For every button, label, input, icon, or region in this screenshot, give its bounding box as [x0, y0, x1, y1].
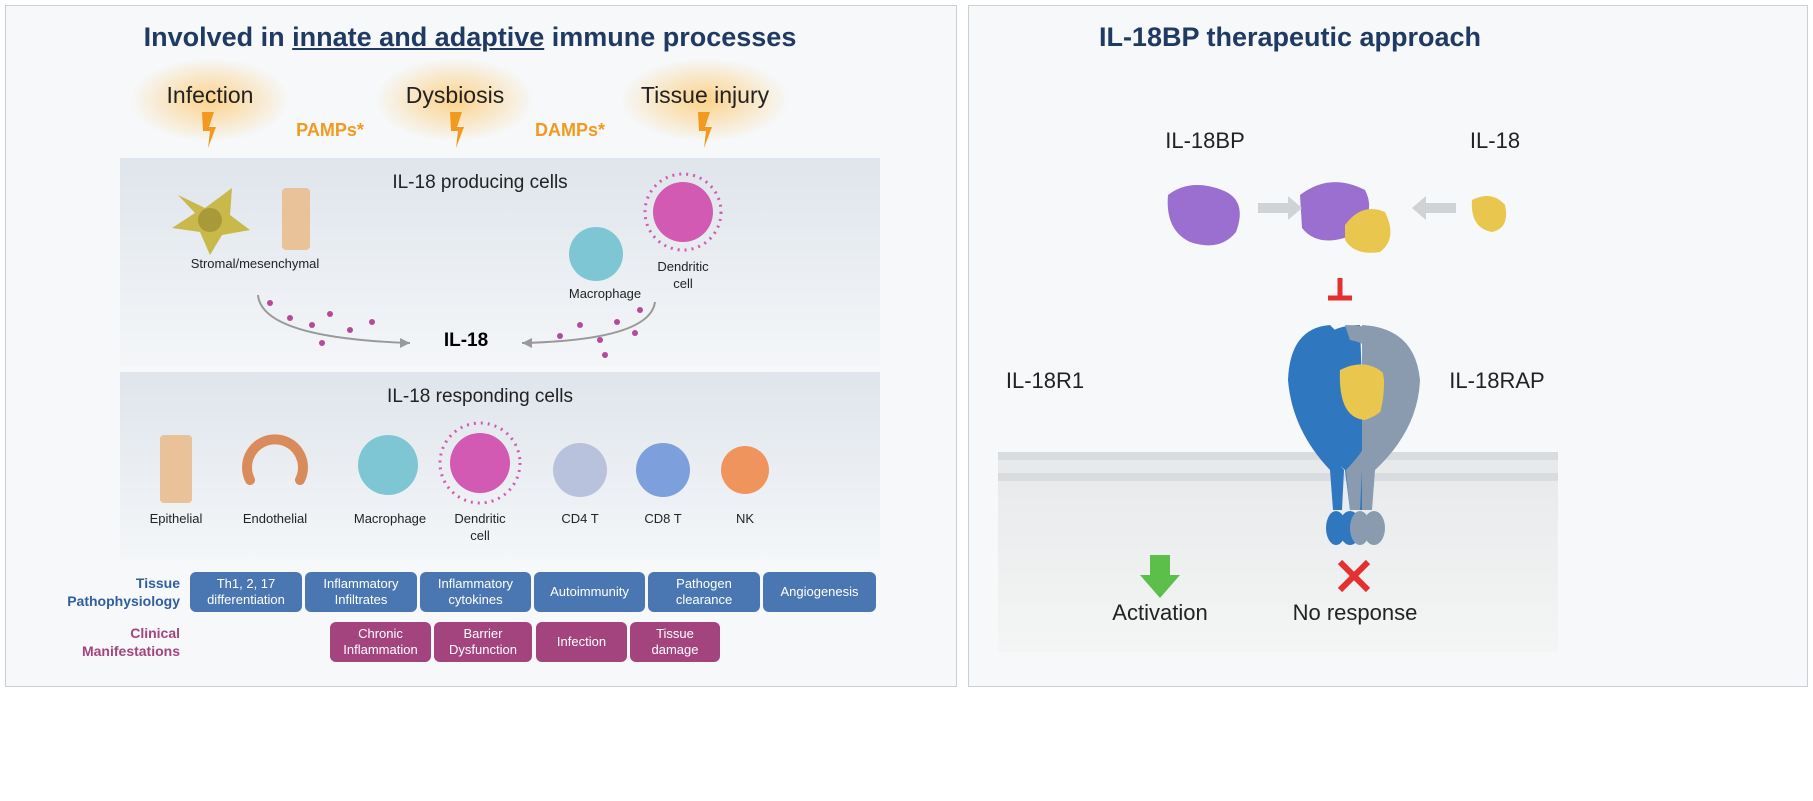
tissue-box: Th1, 2, 17 differentiation — [190, 572, 302, 612]
clinical-box: Barrier Dysfunction — [434, 622, 532, 662]
trigger-dysbiosis: Dysbiosis — [405, 82, 505, 108]
tissue-injury-glow — [620, 58, 790, 142]
cell-label: Dendritic cell — [454, 511, 506, 543]
stromal-label: Stromal/mesenchymal — [190, 256, 320, 271]
dysbiosis-glow — [375, 58, 535, 142]
left-title: Involved in innate and adaptive immune p… — [143, 22, 797, 52]
trigger-tissue-injury: Tissue injury — [640, 82, 770, 108]
dendritic-cell — [450, 433, 510, 493]
no-response-x-icon — [1337, 559, 1371, 593]
il18r1-label: IL-18R1 — [1005, 368, 1085, 393]
cell-label: CD8 T — [644, 511, 682, 526]
clinical-box: Tissue damage — [630, 622, 720, 662]
secretion-arrow-right — [521, 301, 656, 344]
lightning-icon — [698, 112, 712, 148]
membrane-region — [998, 452, 1558, 652]
producing-heading: IL-18 producing cells — [392, 172, 568, 193]
trigger-infection: Infection — [166, 82, 254, 108]
il18rap-label: IL-18RAP — [1449, 368, 1545, 393]
inhibit-icon — [1328, 278, 1352, 301]
tissue-box: Pathogen clearance — [648, 572, 760, 612]
cell-label: NK — [735, 511, 755, 526]
no-response-label: No response — [1292, 600, 1418, 625]
clinical-box: Chronic Inflammation — [330, 622, 431, 662]
producing-band — [120, 158, 880, 366]
cell-label: Macrophage — [353, 511, 427, 526]
membrane-inner — [998, 473, 1558, 481]
epithelial-cell — [282, 188, 310, 250]
cd8-t-cell — [636, 443, 690, 497]
cell-label: CD4 T — [561, 511, 599, 526]
cell-label: Epithelial — [149, 511, 203, 526]
epithelial-cell — [160, 435, 192, 503]
il18bp-protein — [1167, 185, 1240, 246]
complex-il18 — [1345, 208, 1391, 253]
il18-label: IL-18 — [1469, 128, 1521, 153]
secretion-arrow-left — [257, 294, 411, 344]
macrophage-cell — [569, 227, 623, 281]
pamps-label: PAMPs* — [296, 120, 364, 140]
activation-arrow-icon — [1140, 555, 1180, 598]
dendritic-cell — [653, 182, 713, 242]
il18rap-unbound — [1345, 325, 1408, 510]
macrophage-label: Macrophage — [568, 286, 642, 301]
il18bp-label: IL-18BP — [1165, 128, 1245, 153]
tissue-box: Autoimmunity — [534, 572, 645, 612]
dendritic-label: Dendritic cell — [657, 259, 709, 291]
activation-label: Activation — [1112, 600, 1208, 625]
gray-arrow-icon — [1412, 196, 1456, 220]
il18-protein — [1471, 196, 1507, 232]
lightning-icon — [202, 112, 216, 148]
macrophage-cell — [358, 435, 418, 495]
nk-cell — [721, 446, 769, 494]
cd4-t-cell — [553, 443, 607, 497]
clinical-box: Infection — [536, 622, 627, 662]
tissue-box: Angiogenesis — [763, 572, 876, 612]
tissue-pathophysiology-label: Tissue Pathophysiology — [67, 575, 180, 609]
bound-il18 — [1339, 364, 1391, 420]
il18-label: IL-18 — [443, 330, 489, 351]
damps-label: DAMPs* — [534, 120, 606, 140]
il18r1-unbound — [1288, 325, 1345, 510]
tissue-box: Inflammatory Infiltrates — [305, 572, 417, 612]
clinical-manifestations-label: Clinical Manifestations — [81, 625, 180, 659]
cell-label: Endothelial — [242, 511, 308, 526]
endothelial-cell — [242, 434, 308, 485]
gray-arrow-icon — [1258, 196, 1302, 220]
right-title: IL-18BP therapeutic approach — [1098, 22, 1482, 52]
tissue-box: Inflammatory cytokines — [420, 572, 531, 612]
responding-heading: IL-18 responding cells — [387, 386, 573, 407]
infection-glow — [130, 58, 290, 142]
lightning-icon — [450, 112, 464, 148]
membrane-outer — [998, 452, 1558, 460]
